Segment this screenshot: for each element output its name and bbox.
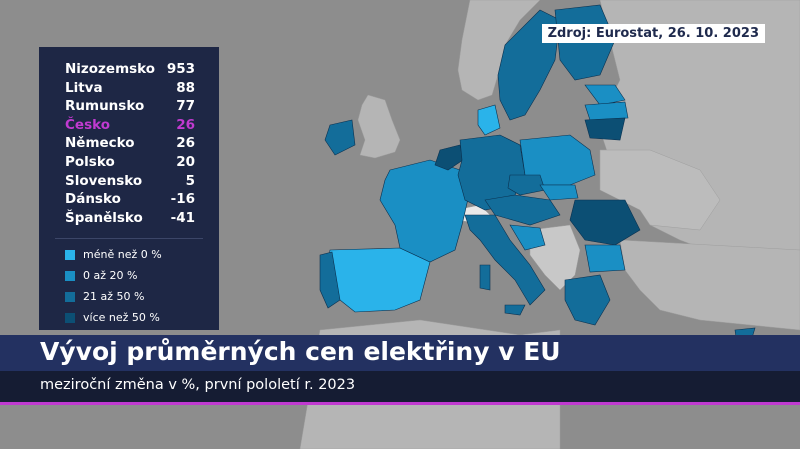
country-value: 5 xyxy=(185,172,195,189)
country-value: 88 xyxy=(176,79,195,96)
country-value: 77 xyxy=(176,98,195,115)
legend-label: 0 až 20 % xyxy=(83,269,138,283)
ranking-row: Slovensko 5 xyxy=(39,173,219,192)
legend-swatch xyxy=(65,250,75,261)
legend-label: méně než 0 % xyxy=(83,248,162,262)
country-name: Německo xyxy=(65,135,135,152)
country-name: Litva xyxy=(65,79,103,96)
ranking-row: Nizozemsko 953 xyxy=(39,61,219,80)
ranking-row: Německo 26 xyxy=(39,135,219,154)
country-name: Španělsko xyxy=(65,209,143,226)
legend-swatch xyxy=(65,292,75,303)
country-value: 20 xyxy=(176,153,195,170)
country-value: 26 xyxy=(176,116,195,133)
country-name: Dánsko xyxy=(65,191,121,208)
country-value: -16 xyxy=(170,191,195,208)
ranking-row-highlighted: Česko 26 xyxy=(39,117,219,136)
country-name: Polsko xyxy=(65,153,115,170)
country-name: Rumunsko xyxy=(65,98,145,115)
divider xyxy=(55,238,203,240)
country-name: Slovensko xyxy=(65,172,143,189)
legend-swatch xyxy=(65,271,75,282)
source-label: Zdroj: Eurostat, 26. 10. 2023 xyxy=(541,24,765,43)
legend-item: 0 až 20 % xyxy=(39,268,219,289)
legend-item: méně než 0 % xyxy=(39,247,219,268)
legend-label: 21 až 50 % xyxy=(83,290,145,304)
country-value: -41 xyxy=(170,209,195,226)
country-value: 953 xyxy=(166,61,195,77)
legend-swatch xyxy=(65,313,75,324)
ranking-row: Litva 88 xyxy=(39,80,219,99)
ranking-row: Rumunsko 77 xyxy=(39,98,219,117)
ranking-row: Dánsko -16 xyxy=(39,191,219,210)
country-name: Česko xyxy=(65,116,110,133)
page-title: Vývoj průměrných cen elektřiny v EU xyxy=(40,337,561,366)
subtitle-bar: meziroční změna v %, první pololetí r. 2… xyxy=(0,371,800,402)
legend-label: více než 50 % xyxy=(83,311,160,325)
ranking-panel: Nizozemsko 953 Litva 88 Rumunsko 77 Česk… xyxy=(39,47,219,330)
country-name: Nizozemsko xyxy=(65,61,156,77)
accent-line xyxy=(0,402,800,405)
page-subtitle: meziroční změna v %, první pololetí r. 2… xyxy=(40,377,356,393)
country-value: 26 xyxy=(176,135,195,152)
title-bar: Vývoj průměrných cen elektřiny v EU xyxy=(0,335,800,371)
ranking-row: Polsko 20 xyxy=(39,154,219,173)
legend-item: více než 50 % xyxy=(39,310,219,331)
ranking-row: Španělsko -41 xyxy=(39,210,219,229)
legend-item: 21 až 50 % xyxy=(39,289,219,310)
